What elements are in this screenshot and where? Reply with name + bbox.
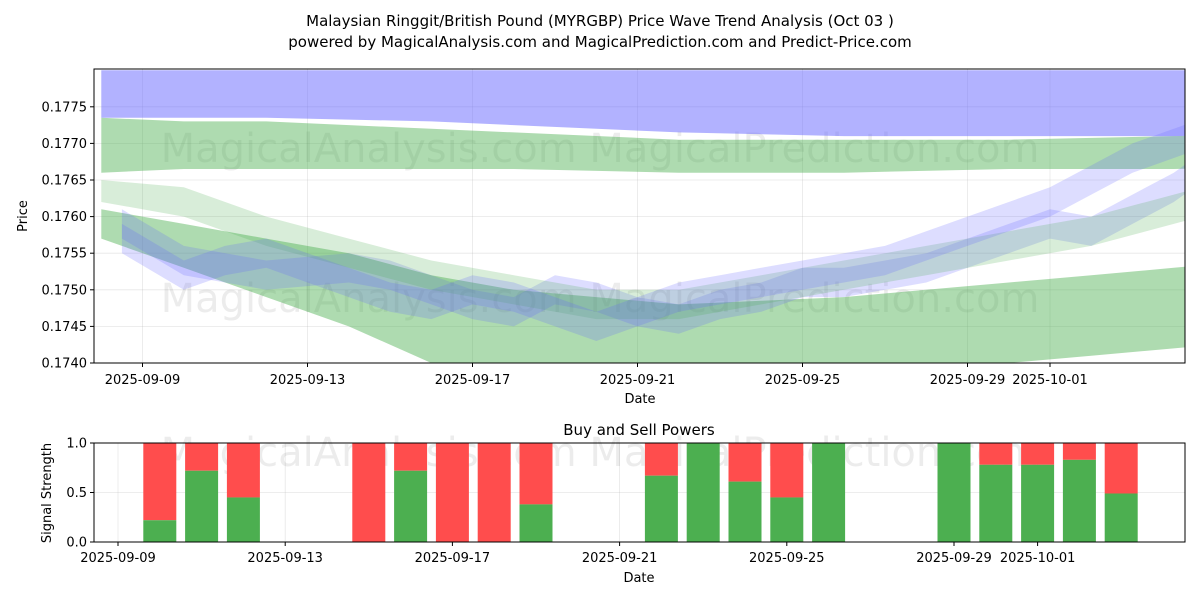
top-ytick-label-2: 0.1750	[42, 283, 88, 298]
top-xtick-label-5: 2025-09-29	[930, 373, 1006, 388]
band-2	[101, 209, 1185, 363]
top-xtick-label-1: 2025-09-13	[270, 373, 346, 388]
bottom-y-ticks: 0.0 0.5 1.0	[66, 437, 94, 551]
top-xtick-label-3: 2025-09-21	[600, 373, 676, 388]
buy-bar-14	[979, 464, 1013, 542]
top-xtick-label-4: 2025-09-25	[765, 373, 841, 388]
top-y-axis-label: Price	[16, 200, 31, 232]
top-axes-frame	[93, 68, 1186, 364]
sell-bar-16	[1062, 443, 1096, 460]
sell-bar-7	[519, 443, 553, 505]
top-xtick-label-6: 2025-10-01	[1012, 373, 1088, 388]
top-ytick-label-3: 0.1755	[42, 247, 88, 262]
buy-bar-2	[226, 497, 260, 542]
buy-bar-9	[686, 443, 720, 542]
buy-bar-10	[728, 481, 762, 542]
top-xtick-label-0: 2025-09-09	[105, 373, 181, 388]
sell-bar-4	[394, 443, 428, 471]
top-watermark-text-2: MagicalAnalysis.com MagicalPrediction.co…	[161, 276, 1040, 322]
band-0	[101, 70, 1185, 137]
bottom-xtick-label-4: 2025-09-25	[749, 551, 825, 566]
sell-bar-15	[1021, 443, 1055, 465]
buy-bar-11	[770, 497, 804, 542]
band-3	[121, 164, 1185, 334]
top-ytick-label-0: 0.1740	[42, 357, 88, 372]
top-watermark: MagicalAnalysis.com MagicalPrediction.co…	[161, 126, 1040, 322]
sell-bar-6	[477, 443, 511, 542]
buy-bar-7	[519, 504, 553, 542]
top-y-ticks: 0.1740 0.1745 0.1750 0.1755 0.1760 0.1765 0.17…	[42, 100, 94, 372]
buy-bar-1	[185, 470, 219, 542]
bottom-xtick-label-3: 2025-09-21	[582, 551, 658, 566]
band-5	[121, 124, 1185, 341]
bottom-ytick-label-1: 0.5	[66, 486, 87, 501]
sell-bar-17	[1104, 443, 1138, 494]
sell-bar-5	[435, 443, 469, 542]
sell-bar-14	[979, 443, 1013, 465]
bottom-ytick-label-0: 0.0	[66, 536, 87, 551]
bottom-xtick-label-0: 2025-09-09	[80, 551, 156, 566]
top-ytick-label-6: 0.1770	[42, 137, 88, 152]
top-ytick-label-5: 0.1765	[42, 174, 88, 189]
sell-bar-10	[728, 443, 762, 482]
bottom-xtick-label-2: 2025-09-17	[415, 551, 491, 566]
bottom-x-axis-label: Date	[623, 571, 654, 586]
buy-bar-15	[1021, 464, 1055, 542]
bottom-ytick-label-2: 1.0	[66, 437, 87, 452]
band-4	[101, 180, 1185, 320]
sell-bar-8	[644, 443, 678, 476]
buy-bar-16	[1062, 459, 1096, 542]
top-xtick-label-2: 2025-09-17	[435, 373, 511, 388]
buy-bar-12	[812, 443, 846, 542]
top-ytick-label-1: 0.1745	[42, 320, 88, 335]
band-1	[101, 117, 1185, 173]
buy-bar-8	[644, 475, 678, 542]
bottom-y-axis-label: Signal Strength	[40, 443, 55, 543]
sell-bar-11	[770, 443, 804, 498]
main-title-line1: Malaysian Ringgit/British Pound (MYRGBP)…	[306, 12, 894, 30]
bottom-xtick-label-5: 2025-09-29	[916, 551, 992, 566]
buy-bar-0	[143, 520, 177, 542]
bottom-x-ticks: 2025-09-09 2025-09-13 2025-09-17 2025-09-21…	[80, 542, 1075, 566]
buy-bar-17	[1104, 493, 1138, 542]
main-title-line2: powered by MagicalAnalysis.com and Magic…	[288, 33, 912, 51]
bottom-xtick-label-6: 2025-10-01	[1000, 551, 1076, 566]
bottom-title: Buy and Sell Powers	[563, 421, 715, 439]
bottom-watermark: MagicalAnalysis.com MagicalPrediction.co…	[161, 430, 1040, 476]
top-x-ticks: 2025-09-09 2025-09-13 2025-09-17 2025-09-21…	[105, 363, 1088, 388]
bottom-xtick-label-1: 2025-09-13	[247, 551, 323, 566]
bottom-bars	[143, 443, 1138, 542]
top-plot-area	[101, 70, 1185, 363]
sell-bar-1	[185, 443, 219, 471]
top-x-axis-label: Date	[624, 392, 655, 407]
buy-bar-4	[394, 470, 428, 542]
sell-bar-2	[226, 443, 260, 498]
top-ytick-label-7: 0.1775	[42, 100, 88, 115]
top-ytick-label-4: 0.1760	[42, 210, 88, 225]
buy-bar-13	[937, 443, 971, 542]
sell-bar-3	[352, 443, 386, 542]
sell-bar-0	[143, 443, 177, 521]
